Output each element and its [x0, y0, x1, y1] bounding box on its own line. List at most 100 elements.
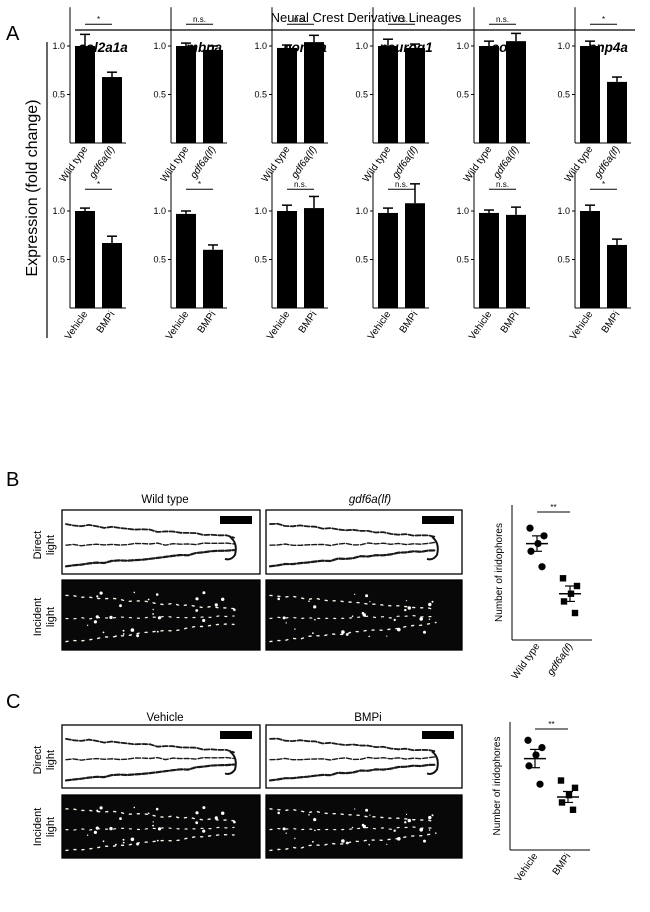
bar-chart-pnp4a-drug: 0.5 1.0 Vehicle BMPi *	[557, 172, 631, 342]
scatter-ylabel: Number of iridophores	[492, 737, 503, 836]
y-tick-label: 0.5	[456, 90, 469, 100]
bar-wild-type	[176, 46, 196, 143]
panel-b-incident-label: Incident light	[32, 598, 57, 637]
iridophore-spot	[157, 827, 162, 831]
iridophore-spot	[294, 837, 296, 840]
iridophore-spot	[156, 839, 159, 842]
iridophore-spot	[109, 826, 113, 831]
iridophore-spot	[405, 600, 408, 602]
iridophore-spot	[130, 837, 135, 842]
iridophore-spot	[214, 603, 218, 607]
significance-label: n.s.	[395, 180, 408, 189]
x-label-wild-type: Wild type	[563, 144, 596, 184]
y-tick-label: 0.5	[456, 255, 469, 265]
bar-wild-type	[75, 46, 95, 143]
panel-b-row-incident-1: Incident	[32, 598, 44, 637]
iridophore-spot	[393, 829, 396, 832]
x-label-wild-type: Wild type	[260, 144, 293, 184]
micrograph-frame	[61, 794, 261, 859]
bar-gdf6a-lf	[102, 77, 122, 143]
y-tick-label: 0.5	[355, 90, 368, 100]
iridophore-spot	[351, 615, 354, 617]
point-gdf6a-lf	[559, 575, 567, 582]
iridophore-spot	[419, 828, 424, 832]
bar-gdf6a-lf	[203, 49, 223, 143]
iridophore-spot	[96, 595, 99, 598]
iridophore-spot	[156, 630, 159, 633]
x-label-gdf6a-lf: gdf6a(lf)	[87, 144, 117, 180]
bar-chart-mbpa-drug: 0.5 1.0 Vehicle BMPi *	[153, 172, 227, 342]
panel-c-incident-label: Incident light	[32, 808, 57, 847]
point-vehicle	[538, 744, 546, 752]
iridophore-spot	[157, 616, 162, 620]
iridophore-spot	[354, 593, 356, 596]
scale-bar	[220, 516, 252, 524]
iridophore-spot	[404, 821, 407, 824]
y-tick-label: 1.0	[254, 41, 267, 51]
panel-c-col-bmpi: BMPi	[354, 712, 381, 724]
iridophore-spot	[313, 818, 317, 822]
iridophore-spot	[152, 821, 154, 823]
fish-stripe	[65, 523, 235, 539]
y-tick-label: 1.0	[153, 41, 166, 51]
iridophore-spot	[233, 820, 236, 824]
iridophore-spot	[365, 594, 369, 598]
iridophore-spot	[369, 814, 371, 816]
y-tick-label: 1.0	[456, 206, 469, 216]
bar-vehicle	[75, 211, 95, 308]
y-tick-label: 1.0	[254, 206, 267, 216]
tail-tip	[224, 536, 237, 561]
panel-a-ylabel: Expression (fold change)	[24, 100, 41, 277]
micrograph-bmpi-incident	[265, 794, 463, 859]
fish-stripe	[269, 737, 437, 753]
y-tick-label: 0.5	[52, 90, 65, 100]
fish-stripe	[269, 756, 437, 761]
iridophore-spot	[122, 629, 125, 632]
significance-label: n.s.	[294, 180, 307, 189]
iridophore-spot	[386, 843, 388, 846]
fish-stripe	[64, 549, 236, 568]
iridophore-spot	[362, 824, 366, 829]
micrograph-vehicle-direct	[61, 724, 261, 789]
panel-letter-a: A	[6, 23, 20, 45]
iridophore-spot	[423, 839, 426, 843]
iridophore-spot	[428, 815, 432, 820]
point-wild-type	[538, 563, 546, 571]
y-tick-label: 1.0	[456, 41, 469, 51]
iridophore-spot	[404, 608, 407, 612]
significance-label: *	[97, 15, 100, 24]
iridophore-spot	[221, 597, 225, 601]
iridophore-spot	[285, 832, 287, 834]
fish-stripe	[64, 763, 236, 782]
significance-label: *	[602, 180, 605, 189]
bar-chart-pomca-drug: 0.5 1.0 Vehicle BMPi n.s.	[254, 172, 328, 342]
point-bmpi	[569, 806, 577, 813]
x-label-vehicle: Vehicle	[164, 309, 192, 342]
scatter-ylabel: Number of iridophores	[494, 523, 505, 622]
y-tick-label: 0.5	[52, 255, 65, 265]
iridophore-spot	[195, 811, 199, 815]
iridophore-spot	[122, 838, 125, 841]
iridophore-spot	[362, 613, 366, 617]
y-tick-label: 1.0	[557, 206, 570, 216]
iridophore-spot	[428, 602, 432, 607]
iridophore-spot	[431, 600, 434, 603]
bar-vehicle	[580, 211, 600, 308]
micrograph-gdf6a-incident	[265, 579, 463, 651]
iridophore-spot	[314, 618, 316, 621]
fish-stripe	[65, 737, 235, 754]
point-bmpi	[571, 784, 579, 792]
x-label-bmpi: BMPi	[297, 309, 320, 335]
x-label-vehicle: Vehicle	[366, 309, 394, 342]
bar-wild-type	[277, 47, 297, 143]
iridophore-spot	[119, 817, 122, 820]
iridophore-spot	[99, 591, 103, 595]
y-tick-label: 1.0	[153, 206, 166, 216]
x-label-wild-type: Wild type	[159, 144, 192, 184]
iridophore-spot	[96, 809, 99, 812]
iridophore-spot	[345, 841, 349, 845]
iridophore-spot	[407, 606, 411, 610]
scatter-plot-b: Number of iridophores Wild type gdf6a(lf) *…	[494, 503, 592, 681]
